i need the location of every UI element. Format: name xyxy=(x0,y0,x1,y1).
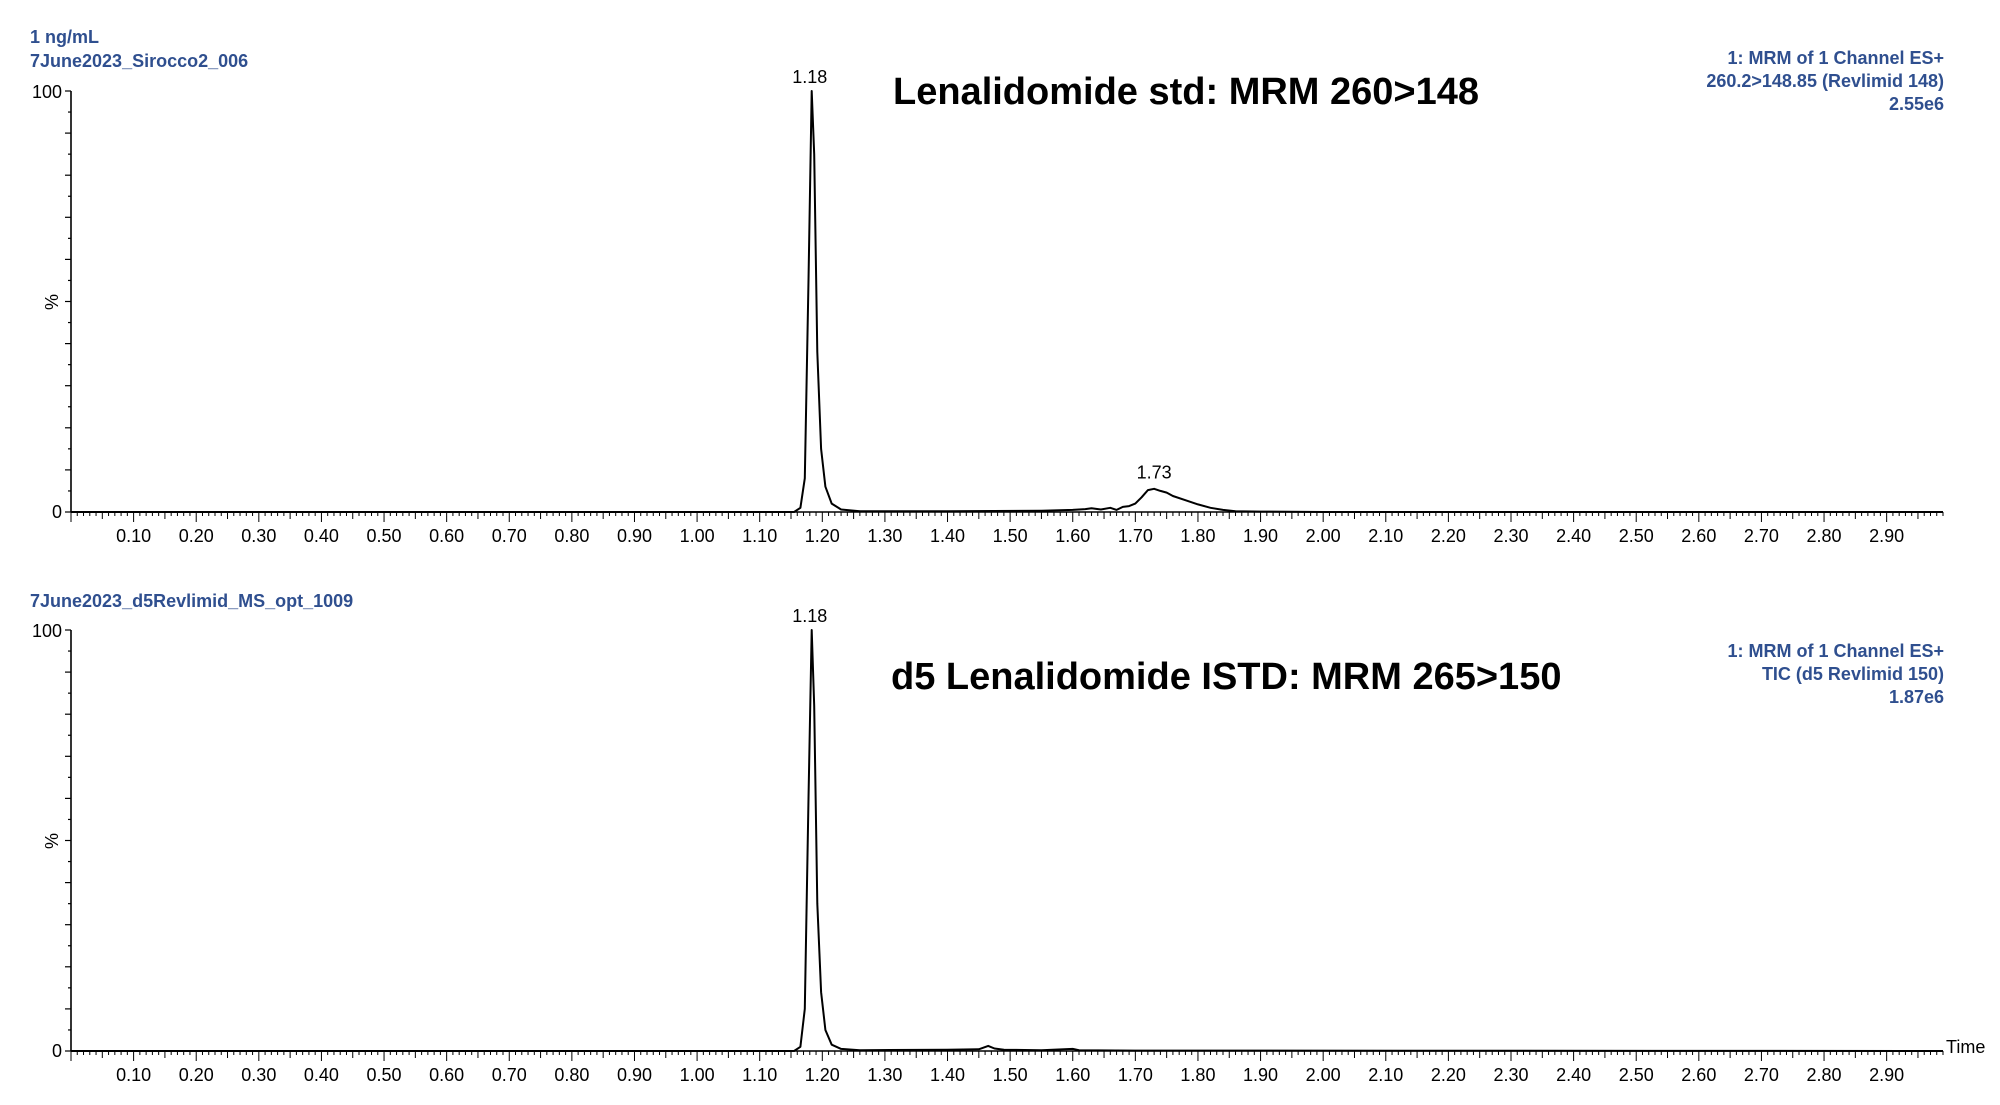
x-tick-label: 1.60 xyxy=(1055,526,1090,546)
x-tick-label: 1.60 xyxy=(1055,1065,1090,1085)
x-tick-label: 0.40 xyxy=(304,526,339,546)
x-tick-label: 0.20 xyxy=(179,1065,214,1085)
x-tick-label: 0.80 xyxy=(554,526,589,546)
x-tick-label: 0.60 xyxy=(429,1065,464,1085)
y-axis-label: % xyxy=(42,294,62,310)
peak-label: 1.18 xyxy=(792,606,827,626)
chromatogram-trace xyxy=(71,629,1944,1052)
x-tick-label: 2.60 xyxy=(1681,1065,1716,1085)
x-tick-label: 2.20 xyxy=(1431,526,1466,546)
x-tick-label: 1.10 xyxy=(742,526,777,546)
x-tick-label: 0.40 xyxy=(304,1065,339,1085)
x-tick-label: 1.20 xyxy=(805,526,840,546)
y-axis-label: % xyxy=(42,833,62,849)
x-tick-label: 0.30 xyxy=(241,526,276,546)
x-tick-label: 2.80 xyxy=(1807,1065,1842,1085)
sample-name-line-2: 7June2023_Sirocco2_006 xyxy=(30,51,248,71)
y-tick-label-max: 100 xyxy=(32,82,62,102)
x-tick-label: 0.10 xyxy=(116,526,151,546)
x-tick-label: 1.80 xyxy=(1180,526,1215,546)
x-tick-label: 0.80 xyxy=(554,1065,589,1085)
x-tick-label: 1.90 xyxy=(1243,1065,1278,1085)
chart-title: Lenalidomide std: MRM 260>148 xyxy=(893,71,1479,113)
peak-label: 1.18 xyxy=(792,67,827,87)
channel-info-line-1: 1: MRM of 1 Channel ES+ xyxy=(1727,48,1944,68)
chart-title: d5 Lenalidomide ISTD: MRM 265>150 xyxy=(891,656,1561,698)
x-tick-label: 1.50 xyxy=(993,526,1028,546)
y-tick-label-min: 0 xyxy=(52,502,62,522)
sample-name-line-1: 7June2023_d5Revlimid_MS_opt_1009 xyxy=(30,591,353,611)
x-tick-label: 1.80 xyxy=(1180,1065,1215,1085)
intensity-scale: 1.87e6 xyxy=(1889,687,1944,707)
channel-info-line-2: TIC (d5 Revlimid 150) xyxy=(1762,664,1944,684)
y-tick-label-max: 100 xyxy=(32,621,62,641)
sample-name-line-1: 1 ng/mL xyxy=(30,27,99,47)
x-tick-label: 1.00 xyxy=(680,526,715,546)
x-axis-label: Time xyxy=(1946,1037,1985,1057)
x-tick-label: 2.70 xyxy=(1744,526,1779,546)
y-tick-label-min: 0 xyxy=(52,1041,62,1061)
x-tick-label: 0.30 xyxy=(241,1065,276,1085)
x-tick-label: 2.40 xyxy=(1556,526,1591,546)
x-tick-label: 2.00 xyxy=(1306,1065,1341,1085)
x-tick-label: 0.60 xyxy=(429,526,464,546)
x-tick-label: 2.50 xyxy=(1619,1065,1654,1085)
x-tick-label: 1.30 xyxy=(867,1065,902,1085)
x-tick-label: 0.20 xyxy=(179,526,214,546)
x-tick-label: 0.50 xyxy=(367,526,402,546)
chromatogram-trace xyxy=(71,90,1943,513)
x-tick-label: 0.90 xyxy=(617,526,652,546)
x-tick-label: 1.70 xyxy=(1118,526,1153,546)
x-tick-label: 2.30 xyxy=(1493,1065,1528,1085)
x-tick-label: 1.70 xyxy=(1118,1065,1153,1085)
x-tick-label: 2.10 xyxy=(1368,526,1403,546)
x-tick-label: 2.60 xyxy=(1681,526,1716,546)
x-tick-label: 2.50 xyxy=(1619,526,1654,546)
x-tick-label: 2.90 xyxy=(1869,526,1904,546)
channel-info-line-1: 1: MRM of 1 Channel ES+ xyxy=(1727,641,1944,661)
x-tick-label: 2.10 xyxy=(1368,1065,1403,1085)
x-tick-label: 1.30 xyxy=(867,526,902,546)
x-tick-label: 0.70 xyxy=(492,526,527,546)
x-tick-label: 1.50 xyxy=(993,1065,1028,1085)
x-tick-label: 1.20 xyxy=(805,1065,840,1085)
x-tick-label: 1.90 xyxy=(1243,526,1278,546)
x-tick-label: 0.70 xyxy=(492,1065,527,1085)
x-tick-label: 0.10 xyxy=(116,1065,151,1085)
x-tick-label: 1.00 xyxy=(680,1065,715,1085)
x-tick-label: 2.00 xyxy=(1306,526,1341,546)
x-tick-label: 2.30 xyxy=(1493,526,1528,546)
intensity-scale: 2.55e6 xyxy=(1889,94,1944,114)
peak-label: 1.73 xyxy=(1137,463,1172,483)
chromatogram-panel-2: 7June2023_d5Revlimid_MS_opt_1009 d5 Lena… xyxy=(30,591,1985,1085)
chromatogram-panel-1: 1 ng/mL 7June2023_Sirocco2_006 Lenalidom… xyxy=(30,27,1944,546)
x-tick-label: 2.70 xyxy=(1744,1065,1779,1085)
x-tick-label: 2.40 xyxy=(1556,1065,1591,1085)
x-tick-label: 0.50 xyxy=(367,1065,402,1085)
x-tick-label: 0.90 xyxy=(617,1065,652,1085)
x-tick-label: 2.90 xyxy=(1869,1065,1904,1085)
x-tick-label: 2.80 xyxy=(1807,526,1842,546)
x-tick-label: 1.40 xyxy=(930,526,965,546)
x-tick-label: 2.20 xyxy=(1431,1065,1466,1085)
channel-info-line-2: 260.2>148.85 (Revlimid 148) xyxy=(1706,71,1944,91)
x-tick-label: 1.40 xyxy=(930,1065,965,1085)
x-tick-label: 1.10 xyxy=(742,1065,777,1085)
